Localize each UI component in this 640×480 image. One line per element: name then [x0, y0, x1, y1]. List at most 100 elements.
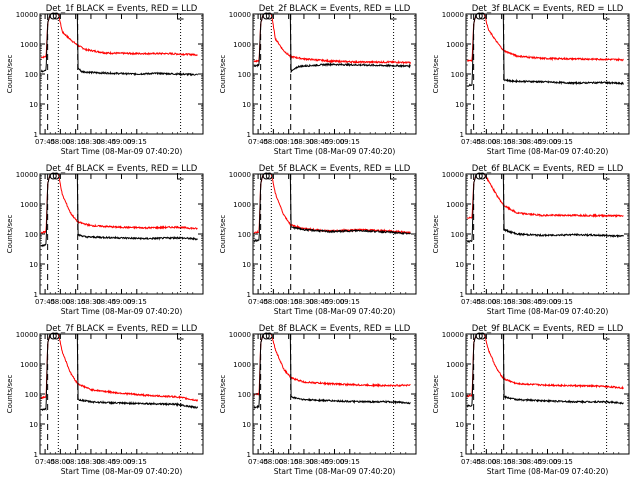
- x-tick-label: 08:15: [492, 138, 512, 146]
- plot-frame: [465, 333, 630, 455]
- x-tick-label: 09:15: [340, 298, 360, 306]
- bracket-marker: [177, 13, 184, 20]
- plot-frame: [252, 173, 417, 295]
- chart-title: Det_9f BLACK = Events, RED = LLD: [472, 324, 624, 334]
- series-line-events: [40, 334, 198, 411]
- chart-panel-5: Det_5f BLACK = Events, RED = LLD 1 10 100 10…: [219, 164, 417, 316]
- x-tick-label: 08:45: [522, 138, 542, 146]
- y-tick-label: 1000: [233, 361, 251, 369]
- chart-title: Det_7f BLACK = Events, RED = LLD: [46, 324, 198, 334]
- chart-panel-7: Det_7f BLACK = Events, RED = LLD 1 10 100 10…: [6, 324, 204, 476]
- series-line-events: [466, 174, 624, 244]
- y-tick-label: 10: [455, 261, 464, 269]
- chart-panel-9: Det_9f BLACK = Events, RED = LLD 1 10 100 10…: [432, 324, 630, 476]
- series-line-events: [253, 174, 411, 243]
- x-axis-label: Start Time (08-Mar-09 07:40:20): [61, 307, 183, 316]
- x-tick-label: 09:15: [127, 138, 147, 146]
- series-line-lld: [40, 334, 198, 402]
- x-tick-label: 08:00: [263, 298, 283, 306]
- series-line-events: [40, 174, 198, 248]
- y-axis-label: Counts/sec: [219, 375, 227, 414]
- x-tick-label: 08:15: [66, 458, 86, 466]
- x-tick-label: 08:15: [66, 138, 86, 146]
- chart-title: Det_4f BLACK = Events, RED = LLD: [46, 164, 198, 174]
- x-tick-label: 08:45: [309, 138, 329, 146]
- series-line-events: [253, 334, 411, 410]
- bracket-marker: [390, 173, 397, 180]
- bracket-marker: [603, 173, 610, 180]
- y-tick-label: 100: [25, 231, 38, 239]
- series-line-lld: [466, 334, 624, 398]
- chart-title: Det_6f BLACK = Events, RED = LLD: [472, 164, 624, 174]
- x-tick-label: 09:00: [324, 138, 344, 146]
- x-tick-label: 07:45: [461, 138, 481, 146]
- x-tick-label: 09:00: [111, 138, 131, 146]
- y-tick-label: 10000: [229, 171, 251, 179]
- x-tick-label: 08:15: [279, 458, 299, 466]
- x-tick-label: 08:30: [294, 298, 314, 306]
- series-line-lld: [253, 334, 411, 396]
- x-tick-label: 07:45: [35, 298, 55, 306]
- y-tick-label: 100: [238, 391, 251, 399]
- chart-panel-2: Det_2f BLACK = Events, RED = LLD 1 10 100 10…: [219, 4, 417, 156]
- x-tick-label: 08:30: [81, 138, 101, 146]
- y-tick-label: 1000: [20, 41, 38, 49]
- event-marker-circle: [49, 332, 57, 340]
- plot-frame: [465, 173, 630, 295]
- event-marker-circle: [52, 12, 60, 20]
- x-tick-label: 07:45: [461, 458, 481, 466]
- series-line-lld: [40, 14, 198, 59]
- y-tick-label: 1: [460, 451, 464, 459]
- chart-panel-4: Det_4f BLACK = Events, RED = LLD 1 10 100 10…: [6, 164, 204, 316]
- x-tick-label: 09:00: [111, 458, 131, 466]
- x-tick-label: 07:45: [248, 458, 268, 466]
- y-tick-label: 1: [460, 291, 464, 299]
- event-marker-circle: [52, 172, 60, 180]
- y-tick-label: 1: [460, 131, 464, 139]
- event-marker-circle: [49, 172, 57, 180]
- event-marker-circle: [478, 12, 486, 20]
- x-tick-label: 08:00: [263, 458, 283, 466]
- y-tick-label: 1: [34, 291, 38, 299]
- plot-frame: [252, 13, 417, 135]
- chart-title: Det_3f BLACK = Events, RED = LLD: [472, 4, 624, 14]
- event-marker-circle: [49, 12, 57, 20]
- bracket-marker: [603, 13, 610, 20]
- x-tick-label: 07:45: [35, 458, 55, 466]
- x-tick-label: 09:15: [553, 138, 573, 146]
- y-tick-label: 10: [455, 421, 464, 429]
- x-tick-label: 07:45: [461, 298, 481, 306]
- x-tick-label: 08:45: [96, 298, 116, 306]
- x-tick-label: 08:45: [309, 298, 329, 306]
- y-tick-label: 10: [29, 421, 38, 429]
- y-tick-label: 10000: [16, 11, 38, 19]
- y-tick-label: 1: [34, 451, 38, 459]
- x-tick-label: 09:00: [111, 298, 131, 306]
- x-tick-label: 08:30: [81, 298, 101, 306]
- x-tick-label: 08:45: [309, 458, 329, 466]
- x-tick-label: 07:45: [35, 138, 55, 146]
- y-tick-label: 1000: [446, 41, 464, 49]
- x-tick-label: 08:00: [50, 298, 70, 306]
- x-tick-label: 07:45: [248, 298, 268, 306]
- y-tick-label: 100: [238, 71, 251, 79]
- x-axis-label: Start Time (08-Mar-09 07:40:20): [61, 467, 183, 476]
- y-tick-label: 1000: [233, 41, 251, 49]
- chart-panel-8: Det_8f BLACK = Events, RED = LLD 1 10 100 10…: [219, 324, 417, 476]
- x-axis-label: Start Time (08-Mar-09 07:40:20): [487, 147, 609, 156]
- y-tick-label: 100: [451, 71, 464, 79]
- x-tick-label: 09:15: [127, 298, 147, 306]
- y-tick-label: 1: [247, 291, 251, 299]
- chart-title: Det_8f BLACK = Events, RED = LLD: [259, 324, 411, 334]
- x-tick-label: 09:15: [553, 298, 573, 306]
- y-tick-label: 100: [25, 391, 38, 399]
- x-axis-label: Start Time (08-Mar-09 07:40:20): [274, 467, 396, 476]
- event-marker-circle: [475, 12, 483, 20]
- event-marker-circle: [262, 332, 270, 340]
- y-axis-label: Counts/sec: [6, 215, 14, 254]
- x-axis-label: Start Time (08-Mar-09 07:40:20): [487, 307, 609, 316]
- series-line-events: [253, 14, 411, 74]
- x-tick-label: 08:00: [476, 138, 496, 146]
- event-marker-circle: [265, 172, 273, 180]
- x-tick-label: 08:15: [492, 458, 512, 466]
